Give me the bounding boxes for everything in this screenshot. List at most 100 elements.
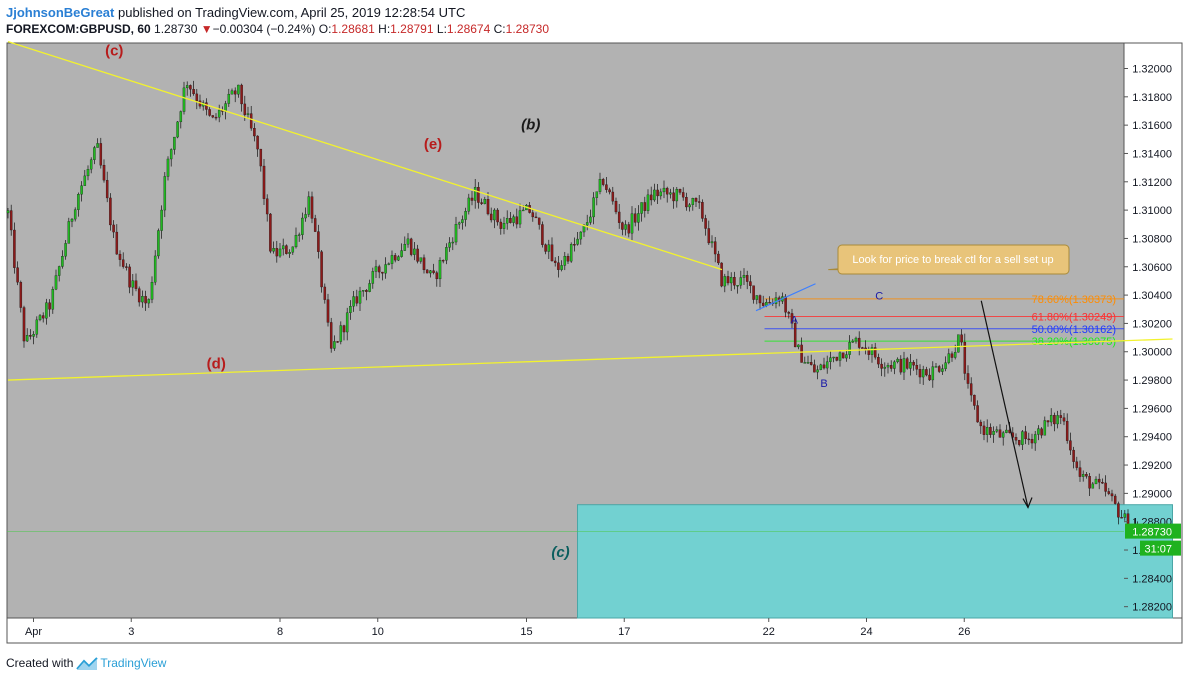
candle [361,290,365,292]
candle [144,296,147,304]
candle [323,286,327,300]
candle [445,247,448,261]
candle [384,264,387,274]
candle [336,341,339,343]
candle [48,302,51,310]
candle [240,84,243,105]
y-tick-label: 1.30200 [1132,318,1172,330]
candle [272,248,275,252]
candle [995,429,999,432]
candle [387,263,391,265]
candle [841,352,845,359]
candle [1030,439,1034,444]
candle [115,231,119,255]
candle [937,366,941,372]
candle [605,184,608,190]
candle [867,350,871,355]
candle [102,164,106,181]
candle [45,302,48,319]
candle [349,306,352,313]
candle [227,93,231,104]
last-price-tag-label: 1.28730 [1132,527,1172,539]
candle [317,231,320,252]
candle [761,302,765,306]
candle [848,342,851,355]
candle [304,214,307,219]
candle [77,194,80,210]
candle [355,296,359,304]
candle [627,224,631,234]
time-axis[interactable] [6,617,1183,644]
candle [723,276,727,287]
candle [1059,415,1063,418]
y-tick-label: 1.29800 [1132,375,1172,387]
tradingview-logo-icon [76,657,99,670]
candle [717,253,720,264]
lower-trendline[interactable] [7,338,1173,381]
candle [905,358,909,369]
candle [137,288,141,303]
target-zone-box[interactable] [577,504,1173,619]
low-value: 1.28674 [446,22,491,36]
candle [985,427,989,435]
wave-label: C [875,290,883,302]
y-tick-label: 1.30800 [1132,233,1172,245]
candle [153,255,157,283]
x-tick-label: 24 [860,626,872,638]
candle [464,211,467,220]
candle [441,260,445,262]
candle [179,111,183,123]
candle [669,192,672,195]
candle [915,365,919,370]
last-price-tag[interactable] [1125,523,1181,539]
tradingview-brand[interactable]: TradingView [100,656,167,670]
candle [720,262,723,287]
candle [653,189,656,201]
candle [659,191,663,197]
candle [502,223,506,229]
fib-label: 61.80%(1.30249) [1032,311,1116,323]
upper-trendline[interactable] [7,40,723,271]
candle [233,90,237,95]
symbol-info: FOREXCOM:GBPUSD, 60 1.28730 ▼−0.00304 (−… [6,22,549,36]
candle [624,224,627,230]
candle [749,281,752,286]
candle [477,187,480,203]
candle [585,222,589,226]
candle [832,356,835,359]
candle [288,252,291,254]
callout[interactable]: Look for price to break ctl for a sell s… [837,244,1070,275]
candle [403,244,407,251]
author-link[interactable]: JjohnsonBeGreat [6,5,115,20]
candle [291,246,295,253]
candle [381,271,384,274]
candle [438,260,442,280]
candle [454,224,458,243]
candle [342,325,346,333]
candle [182,87,186,112]
candle [134,280,138,289]
candle [96,143,99,148]
candle [128,266,131,288]
wave-trendline[interactable] [755,283,816,312]
projection-arrow[interactable] [980,300,1029,508]
published-text: published on TradingView.com, April 25, … [117,5,466,20]
candle [131,280,135,288]
candle [333,341,336,349]
candle [253,128,256,137]
candle [16,267,19,283]
candle [278,248,282,257]
candle [205,102,208,110]
candle [265,198,269,215]
candle [877,357,880,365]
candle [838,352,842,361]
candle [889,365,893,369]
candle [758,295,762,304]
y-tick-label: 1.30400 [1132,290,1172,302]
candle [13,229,16,268]
candle [729,277,733,284]
y-tick-label: 1.31600 [1132,120,1172,132]
candle [147,299,151,304]
candle [742,275,746,278]
